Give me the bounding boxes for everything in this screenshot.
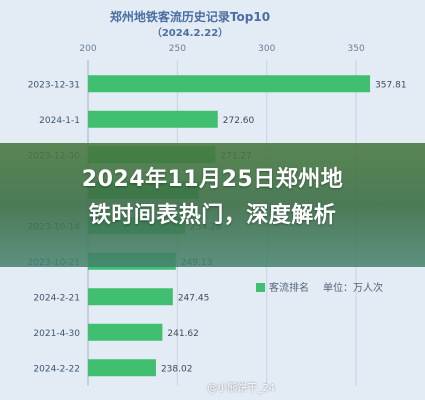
legend-label: 客流排名 xyxy=(269,281,309,294)
chart-subtitle: （2024.2.22） xyxy=(152,26,228,39)
category-label-7: 2021-4-30 xyxy=(33,329,80,339)
legend: 客流排名 单位：万人次 xyxy=(256,281,383,294)
value-label-1: 272.60 xyxy=(223,116,255,126)
bar-6 xyxy=(88,288,173,306)
chart-title: 郑州地铁客流历史记录Top10 xyxy=(110,9,270,24)
legend-swatch xyxy=(256,283,265,292)
category-label-1: 2024-1-1 xyxy=(39,116,80,126)
bar-8 xyxy=(88,359,156,377)
bar-1 xyxy=(88,110,218,128)
headline-line-2: 铁时间表热门，深度解析 xyxy=(88,203,337,228)
bar-0 xyxy=(88,75,371,93)
category-label-8: 2024-2-22 xyxy=(33,364,80,374)
watermark: @小熊饼干_24 xyxy=(207,383,275,394)
value-label-6: 247.45 xyxy=(178,293,210,303)
value-label-8: 238.02 xyxy=(161,364,193,374)
x-axis-ticks: 200 250 300 350 xyxy=(79,44,365,54)
headline: 2024年11月25日郑州地 铁时间表热门，深度解析 xyxy=(0,162,425,234)
category-label-6: 2024-2-21 xyxy=(33,293,80,303)
legend-unit: 单位：万人次 xyxy=(323,281,383,294)
x-tick-label-350: 350 xyxy=(348,44,365,54)
bar-7 xyxy=(88,323,163,341)
headline-band xyxy=(0,143,425,267)
category-label-0: 2023-12-31 xyxy=(28,80,80,90)
value-label-0: 357.81 xyxy=(375,80,407,90)
x-tick-label-200: 200 xyxy=(79,44,96,54)
headline-line-1: 2024年11月25日郑州地 xyxy=(81,167,344,192)
x-tick-label-250: 250 xyxy=(169,44,186,54)
value-label-7: 241.62 xyxy=(167,329,199,339)
x-tick-label-300: 300 xyxy=(258,44,275,54)
